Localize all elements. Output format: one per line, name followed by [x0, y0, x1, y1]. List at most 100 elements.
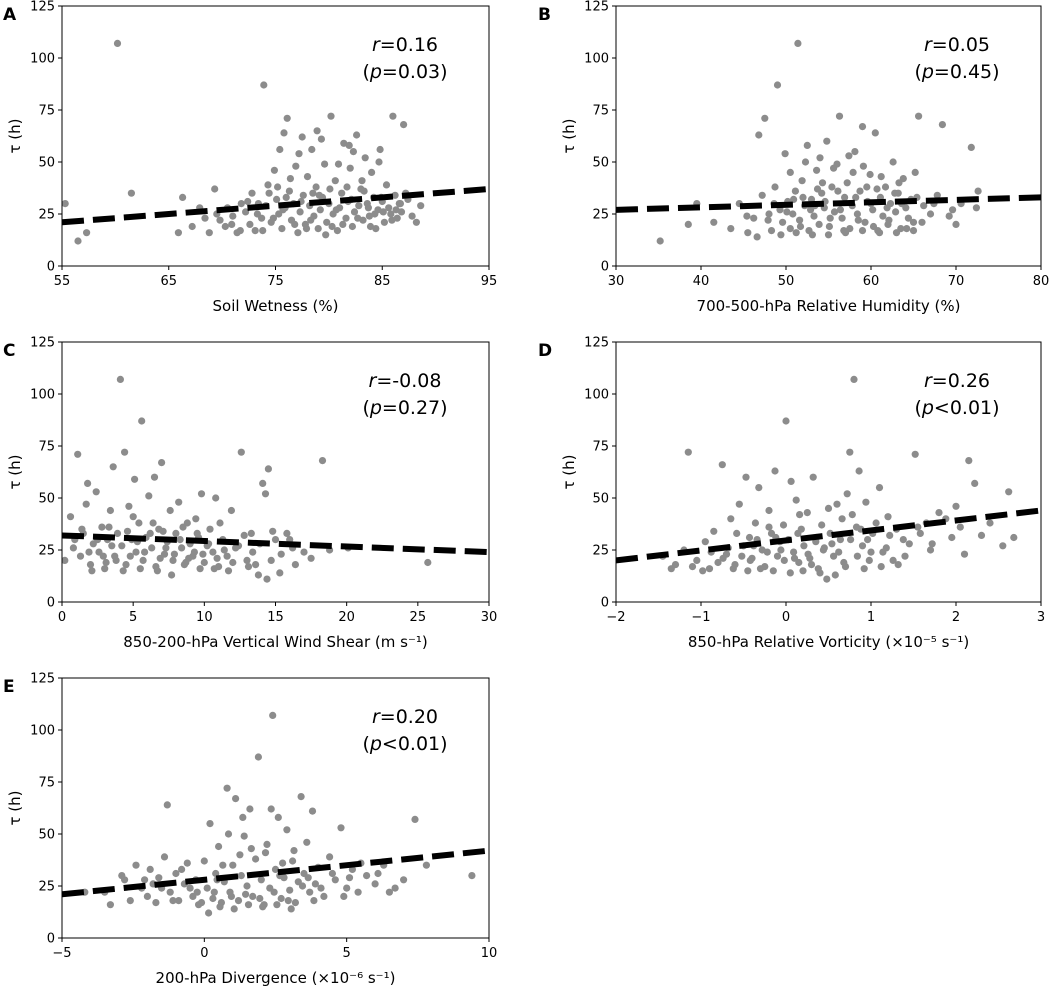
data-point [201, 214, 209, 222]
x-tick-label: 95 [481, 274, 498, 289]
data-point [303, 838, 311, 846]
x-axis-label: 200-hPa Divergence (×10⁻⁶ s⁻¹) [156, 969, 396, 987]
data-point [326, 185, 334, 193]
data-point [755, 131, 763, 139]
data-point [203, 884, 211, 892]
data-point [331, 177, 339, 185]
data-point [259, 479, 267, 487]
data-point [123, 527, 132, 535]
x-tick-label: 3 [1037, 610, 1045, 625]
data-point [126, 897, 134, 905]
data-point [229, 861, 237, 869]
data-point [292, 162, 300, 170]
x-tick-label: 85 [374, 274, 391, 289]
data-point [333, 227, 341, 235]
data-point [918, 218, 926, 226]
data-point [248, 189, 256, 197]
data-point [209, 548, 217, 556]
data-points [62, 375, 432, 583]
data-point [196, 565, 204, 573]
data-point [299, 191, 307, 199]
data-point [710, 218, 718, 226]
data-point [286, 886, 294, 894]
x-axis-label: 700-500-hPa Relative Humidity (%) [697, 297, 961, 315]
data-point [688, 563, 697, 571]
data-point [379, 208, 387, 216]
data-point [813, 166, 821, 174]
data-point [758, 191, 766, 199]
data-point [684, 220, 692, 228]
data-point [113, 39, 122, 48]
data-point [286, 175, 294, 183]
data-point [139, 556, 147, 565]
data-point [869, 222, 878, 231]
data-point [141, 876, 149, 884]
data-point [252, 561, 260, 569]
x-tick-label: −2 [606, 610, 625, 625]
data-point [227, 892, 235, 901]
data-point [317, 884, 325, 892]
data-point [833, 500, 841, 508]
data-point [863, 183, 871, 191]
data-point [889, 158, 897, 166]
data-point [835, 548, 843, 556]
data-point [121, 448, 129, 456]
panel-letter: C [3, 341, 15, 361]
data-point [186, 884, 194, 892]
data-point [129, 513, 137, 521]
y-tick-label: 50 [592, 156, 609, 171]
data-point [216, 903, 224, 911]
data-point [710, 527, 718, 535]
data-point [350, 208, 359, 216]
data-point [244, 197, 252, 206]
data-point [738, 552, 746, 560]
data-point [354, 888, 362, 896]
data-point [240, 531, 248, 540]
data-point [400, 876, 408, 884]
data-point [911, 450, 919, 458]
data-point [364, 204, 372, 212]
data-point [869, 206, 877, 214]
data-point [174, 229, 182, 237]
data-point [312, 183, 320, 191]
data-point [847, 536, 855, 544]
data-point [755, 484, 763, 492]
data-point [786, 168, 794, 176]
data-point [836, 206, 845, 214]
data-point [254, 753, 262, 761]
data-point [808, 231, 817, 239]
data-point [302, 225, 311, 233]
p-symbol: p [921, 61, 934, 83]
data-point [136, 565, 144, 573]
data-point [400, 121, 408, 129]
r-symbol: r [369, 370, 378, 392]
x-tick-label: 30 [608, 274, 625, 289]
data-point [205, 229, 213, 237]
y-tick-label: 25 [592, 544, 609, 559]
y-axis-label: τ (h) [560, 454, 578, 489]
data-point [175, 897, 183, 905]
y-axis-label: τ (h) [560, 118, 578, 153]
data-point [125, 502, 133, 510]
data-point [337, 824, 345, 832]
data-point [892, 208, 900, 216]
data-point [284, 897, 292, 905]
p-value: =0.45) [934, 61, 1000, 83]
data-point [108, 542, 116, 550]
data-point [236, 851, 244, 859]
data-point [920, 202, 928, 210]
data-point [273, 195, 281, 203]
data-point [150, 473, 159, 481]
data-point [253, 210, 261, 218]
data-point [841, 563, 850, 571]
correlation-r: r=-0.08 [369, 370, 442, 392]
p-value: =0.03) [382, 61, 448, 83]
data-point [206, 820, 214, 828]
data-point [328, 222, 336, 231]
data-point [392, 206, 400, 214]
data-point [210, 888, 218, 896]
data-point [786, 569, 794, 577]
data-point [298, 882, 307, 890]
data-point [361, 154, 369, 162]
data-point [230, 905, 238, 913]
